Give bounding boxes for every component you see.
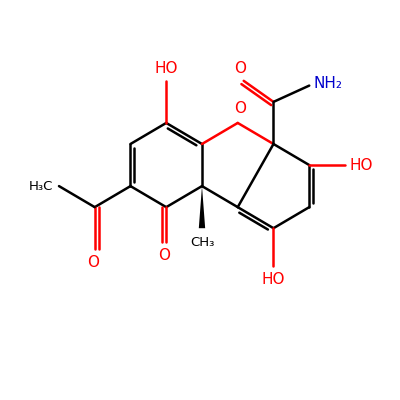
Text: CH₃: CH₃ [190,236,214,249]
Text: HO: HO [262,272,285,286]
Text: O: O [87,255,99,270]
Text: NH₂: NH₂ [313,76,342,91]
Text: HO: HO [350,158,373,172]
Text: O: O [158,248,170,263]
Polygon shape [199,186,205,228]
Text: O: O [234,61,246,76]
Text: H₃C: H₃C [29,180,53,192]
Text: HO: HO [154,61,178,76]
Text: O: O [234,101,246,116]
